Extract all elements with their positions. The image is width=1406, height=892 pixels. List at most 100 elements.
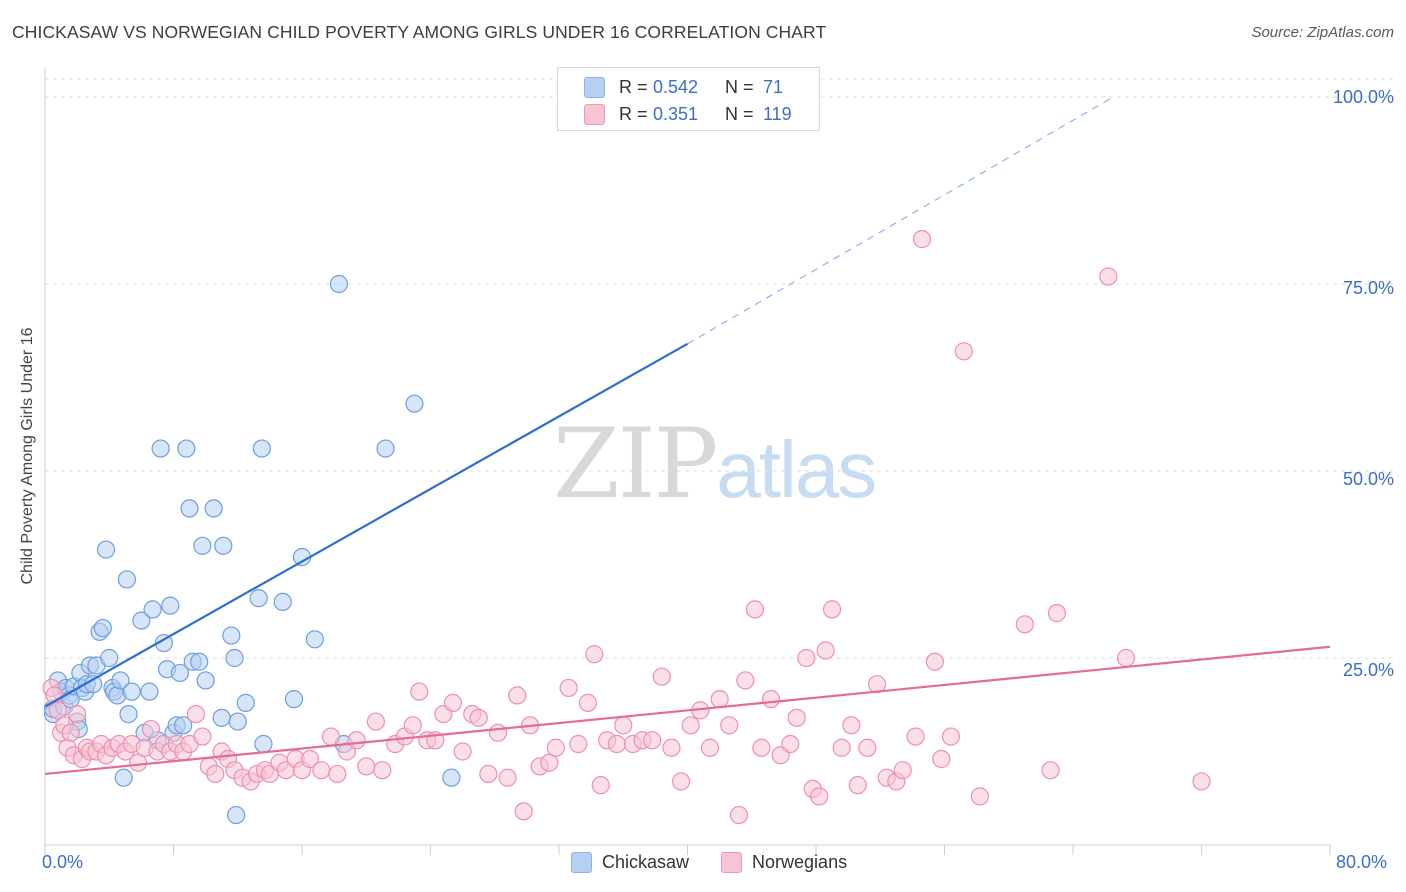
chickasaw-point xyxy=(284,690,304,709)
chickasaw-point xyxy=(236,693,255,712)
norwegians-point xyxy=(1116,648,1136,668)
chickasaw-point xyxy=(174,716,193,735)
series-name-norwegians: Norwegians xyxy=(752,852,848,872)
norwegians-point xyxy=(643,731,662,750)
norwegians-point xyxy=(357,757,376,776)
norwegians-point xyxy=(681,716,700,735)
norwegians-point xyxy=(858,738,877,757)
chickasaw-point xyxy=(193,536,212,555)
y-tick-100: 100.0% xyxy=(1332,87,1394,107)
legend-n-value: 71 xyxy=(763,76,784,97)
chickasaw-point xyxy=(376,439,395,458)
norwegians-point xyxy=(469,708,488,727)
norwegians-point xyxy=(822,600,842,619)
norwegians-point xyxy=(1015,615,1034,634)
chickasaw-point xyxy=(442,768,461,787)
chickasaw-point xyxy=(405,394,424,413)
norwegians-point xyxy=(1192,772,1211,791)
legend-swatch-norwegians xyxy=(584,103,605,125)
chickasaw-point xyxy=(252,439,271,458)
legend-row-chickasaw: R = 0.542 N = 71 xyxy=(584,75,783,99)
norwegians-point xyxy=(652,667,671,686)
norwegians-point xyxy=(559,678,578,698)
norwegians-point xyxy=(906,727,925,746)
chickasaw-trend-extension xyxy=(687,96,1114,345)
norwegians-point xyxy=(347,731,366,750)
y-tick-50: 50.0% xyxy=(1342,469,1394,489)
norwegians-point xyxy=(729,805,749,825)
norwegians-point xyxy=(61,723,80,742)
norwegians-point xyxy=(662,738,681,757)
norwegians-point xyxy=(591,776,610,795)
series-legend-norwegians: Norwegians xyxy=(721,852,847,873)
norwegians-point xyxy=(787,708,806,727)
norwegians-point xyxy=(941,727,961,746)
chickasaw-point xyxy=(100,648,119,668)
norwegians-point xyxy=(970,787,989,806)
norwegians-point xyxy=(1041,761,1060,780)
norwegians-point xyxy=(129,753,148,772)
norwegians-point xyxy=(373,761,392,780)
watermark-zip: ZIP xyxy=(553,408,718,520)
legend-r-label: R = xyxy=(619,76,648,97)
series-swatch-norwegians xyxy=(721,852,743,873)
legend-swatch-chickasaw xyxy=(584,76,605,98)
chickasaw-point xyxy=(111,671,130,690)
chickasaw-point xyxy=(212,708,231,727)
series-name-chickasaw: Chickasaw xyxy=(602,852,690,872)
norwegians-point xyxy=(479,764,498,784)
norwegians-point xyxy=(932,749,951,769)
norwegians-point xyxy=(540,753,559,772)
norwegians-point xyxy=(321,727,341,746)
norwegians-point xyxy=(410,682,429,701)
norwegians-point xyxy=(710,690,729,709)
chickasaw-point xyxy=(114,768,133,787)
chickasaw-point xyxy=(273,592,292,612)
x-tick-80: 80.0% xyxy=(1336,852,1388,872)
norwegians-point xyxy=(1047,604,1067,623)
norwegians-point xyxy=(925,652,944,671)
chickasaw-point xyxy=(227,805,246,825)
norwegians-point xyxy=(781,734,800,754)
norwegians-point xyxy=(614,716,633,735)
norwegians-point xyxy=(848,776,867,795)
chickasaw-point xyxy=(170,663,190,683)
chickasaw-point xyxy=(305,630,324,649)
norwegians-point xyxy=(700,738,720,757)
series-swatch-chickasaw xyxy=(571,852,592,873)
legend-r-value: 0.351 xyxy=(653,103,699,124)
norwegians-point xyxy=(206,764,225,784)
chart-source: Source: ZipAtlas.com xyxy=(1251,24,1394,41)
chickasaw-trend-line xyxy=(44,342,689,708)
norwegians-point xyxy=(752,738,771,757)
chickasaw-point xyxy=(180,499,199,518)
norwegians-point xyxy=(607,734,626,754)
legend-n-label: N = xyxy=(725,76,754,97)
norwegians-point xyxy=(1099,267,1118,286)
chickasaw-point xyxy=(225,648,244,668)
chickasaw-point xyxy=(93,618,112,638)
norwegians-point xyxy=(761,690,781,709)
chart-title: CHICKASAW VS NORWEGIAN CHILD POVERTY AMO… xyxy=(12,22,827,42)
series-legend: Chickasaw Norwegians xyxy=(571,852,879,873)
norwegians-point xyxy=(443,693,463,712)
norwegians-point xyxy=(186,704,206,724)
norwegians-point xyxy=(453,742,472,761)
norwegians-point xyxy=(745,600,765,619)
chickasaw-point xyxy=(122,682,141,701)
chickasaw-point xyxy=(204,499,223,518)
norwegians-point xyxy=(816,641,835,660)
norwegians-point xyxy=(954,342,973,361)
norwegians-point xyxy=(810,787,829,806)
norwegians-trend-line xyxy=(44,645,1331,776)
legend-n-label: N = xyxy=(725,103,754,124)
norwegians-point xyxy=(498,768,517,787)
chickasaw-point xyxy=(132,611,151,630)
chickasaw-point xyxy=(161,596,180,615)
watermark: ZIPatlas xyxy=(553,408,877,520)
norwegians-point xyxy=(508,686,527,705)
norwegians-point xyxy=(514,802,533,821)
legend-n-value: 119 xyxy=(763,103,792,124)
chickasaw-point xyxy=(140,682,159,701)
norwegians-point xyxy=(141,719,161,739)
